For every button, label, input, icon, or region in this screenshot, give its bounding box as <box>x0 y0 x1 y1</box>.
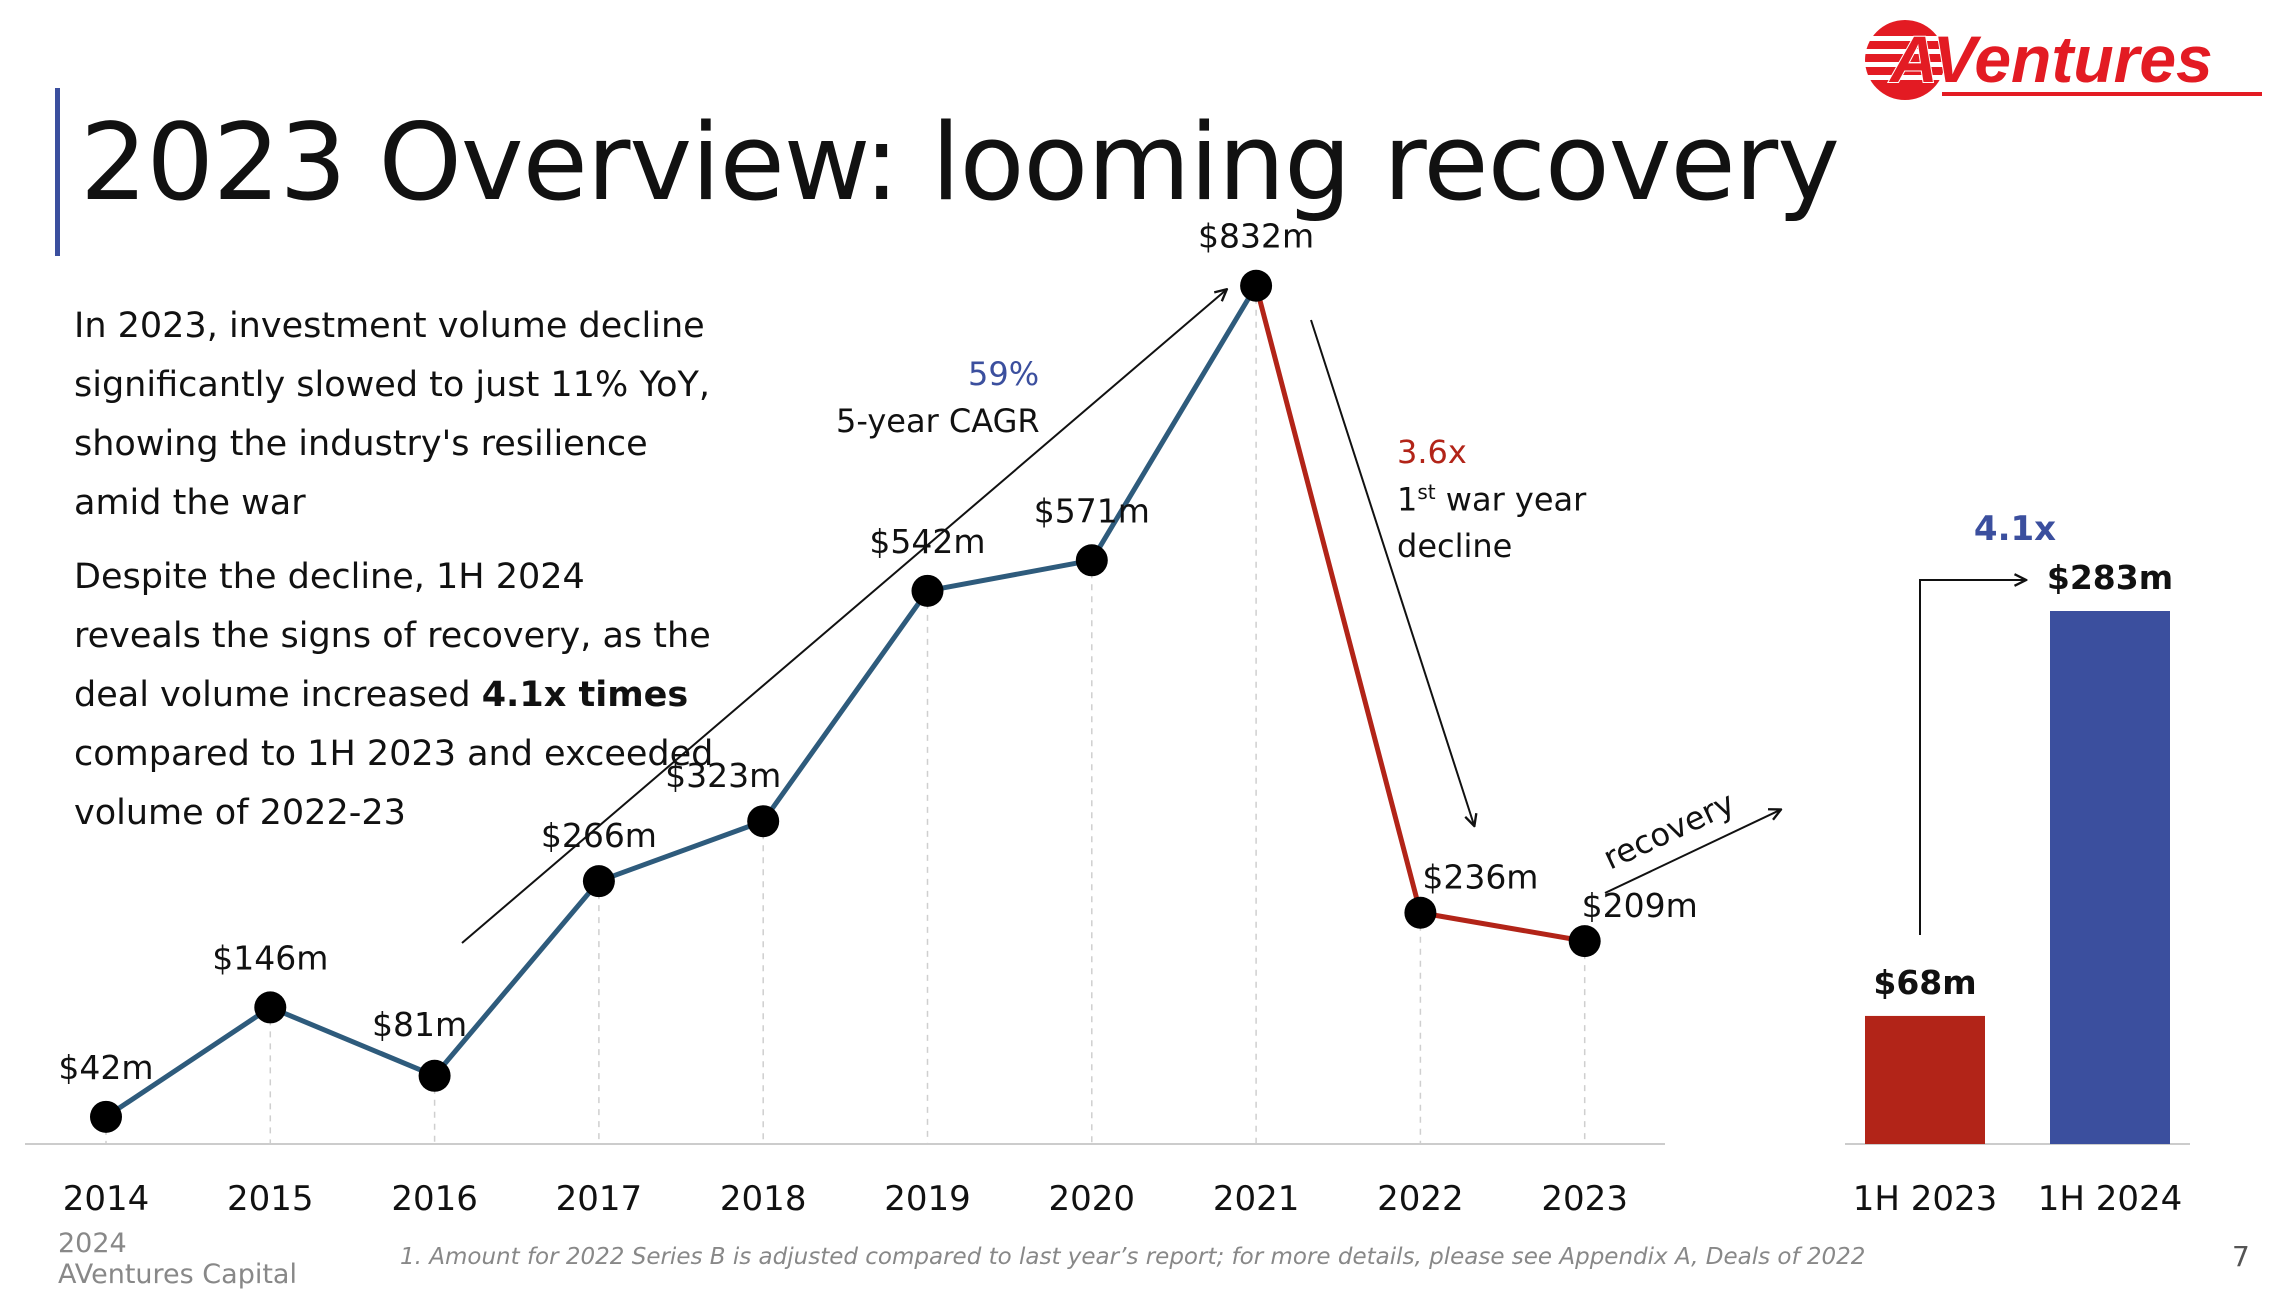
data-label-2016: $81m <box>372 1005 467 1044</box>
bar-tick-1h-2024: 1H 2024 <box>2038 1179 2183 1219</box>
growth-trend-arrow <box>461 290 1226 944</box>
summary-paragraph-1: In 2023, investment volume decline signi… <box>74 306 710 523</box>
line-segment-2014-2015 <box>103 1004 273 1120</box>
data-point-2015 <box>254 991 287 1024</box>
line-segment-2019-2020 <box>925 557 1095 594</box>
line-segment-2017-2018 <box>596 818 766 884</box>
cagr-label: 5-year CAGR <box>836 402 1040 440</box>
decline-label-war-year: 1st war year <box>1397 480 1586 519</box>
x-tick-2016: 2016 <box>391 1179 478 1219</box>
data-point-2021 <box>1240 269 1273 302</box>
title-accent-bar <box>55 88 60 256</box>
x-tick-2022: 2022 <box>1377 1179 1464 1219</box>
line-chart-points <box>90 269 1601 1133</box>
line-chart-x-ticks: 2014 2015 2016 2017 2018 2019 2020 2021 2022 2023 <box>63 1179 1628 1219</box>
recovery-arrow <box>1604 810 1780 894</box>
page-title: 2023 Overview: looming recovery <box>80 101 1840 224</box>
data-point-2020 <box>1075 544 1108 577</box>
summary-paragraph-2-highlight: 4.1x times <box>481 675 689 715</box>
data-point-2014 <box>90 1100 122 1133</box>
line-segment-2021-2022 <box>1253 283 1423 916</box>
data-label-2015: $146m <box>212 938 328 977</box>
bar-1h-2023 <box>1865 1015 1985 1144</box>
bar-label-1h-2024: $283m <box>2047 558 2173 597</box>
page-number: 7 <box>2232 1240 2250 1273</box>
data-label-2014: $42m <box>58 1048 153 1087</box>
x-tick-2014: 2014 <box>63 1179 150 1219</box>
data-label-2022: $236m <box>1422 858 1538 897</box>
footnote: 1. Amount for 2022 Series B is adjusted … <box>400 1244 1866 1270</box>
summary-paragraph-2-start: Despite the decline, 1H 2024 reveals the… <box>74 557 711 715</box>
data-label-2020: $571m <box>1034 491 1150 530</box>
logo-wordmark: AVentures <box>1888 22 2213 96</box>
line-segment-2015-2016 <box>267 1004 438 1079</box>
summary-paragraph-2-end: compared to 1H 2023 and exceeded volume … <box>74 734 714 833</box>
aventures-logo: AVentures <box>1860 20 2262 100</box>
footer-company: AVentures Capital <box>58 1259 297 1290</box>
bar-1h-2024 <box>2050 611 2170 1144</box>
x-tick-2023: 2023 <box>1541 1179 1628 1219</box>
x-tick-2017: 2017 <box>556 1179 643 1219</box>
bar-label-1h-2023: $68m <box>1873 963 1976 1002</box>
data-label-2021: $832m <box>1198 217 1314 256</box>
line-segment-2018-2019 <box>760 588 930 824</box>
bar-tick-1h-2023: 1H 2023 <box>1853 1179 1998 1219</box>
decline-label-ordinal-suffix: st <box>1417 480 1436 504</box>
data-label-2017: $266m <box>541 816 657 855</box>
footer-year: 2024 <box>58 1228 127 1259</box>
data-point-2017 <box>582 865 615 898</box>
line-segment-2022-2023 <box>1417 910 1588 944</box>
growth-factor-label: 4.1x <box>1974 509 2056 549</box>
line-chart-data-labels: $42m $146m $81m $266m$323m $542m $571m $832m $2… <box>58 217 1697 1087</box>
x-tick-2015: 2015 <box>227 1179 314 1219</box>
line-segment-2020-2021 <box>1089 283 1259 563</box>
data-label-2023: $209m <box>1582 886 1698 925</box>
x-tick-2019: 2019 <box>884 1179 971 1219</box>
decline-trend-arrow <box>1310 319 1474 825</box>
decline-label-ordinal: 1 <box>1397 480 1418 519</box>
cagr-percent: 59% <box>968 355 1040 393</box>
data-point-2022 <box>1404 896 1437 929</box>
x-tick-2018: 2018 <box>720 1179 807 1219</box>
line-chart-series <box>103 283 1588 1120</box>
data-point-2016 <box>418 1059 451 1092</box>
data-point-2018 <box>747 805 780 838</box>
x-tick-2020: 2020 <box>1049 1179 1136 1219</box>
summary-paragraph-2: Despite the decline, 1H 2024 reveals the… <box>74 548 714 843</box>
data-point-2023 <box>1568 925 1601 958</box>
bar-chart: $68m $283m 1H 2023 1H 2024 4.1x <box>1845 509 2190 1219</box>
decline-label-decline: decline <box>1397 527 1513 565</box>
data-label-2018: $323m <box>665 756 781 795</box>
x-tick-2021: 2021 <box>1213 1179 1300 1219</box>
line-chart-guides <box>105 285 1586 1144</box>
line-segment-2016-2017 <box>432 878 602 1079</box>
logo-globe-icon <box>1860 20 1960 100</box>
decline-label-text: war year <box>1435 480 1587 519</box>
data-label-2019: $542m <box>869 522 985 561</box>
decline-factor: 3.6x <box>1397 433 1467 471</box>
growth-factor-arrow <box>1919 580 2025 935</box>
data-point-2019 <box>911 574 944 607</box>
